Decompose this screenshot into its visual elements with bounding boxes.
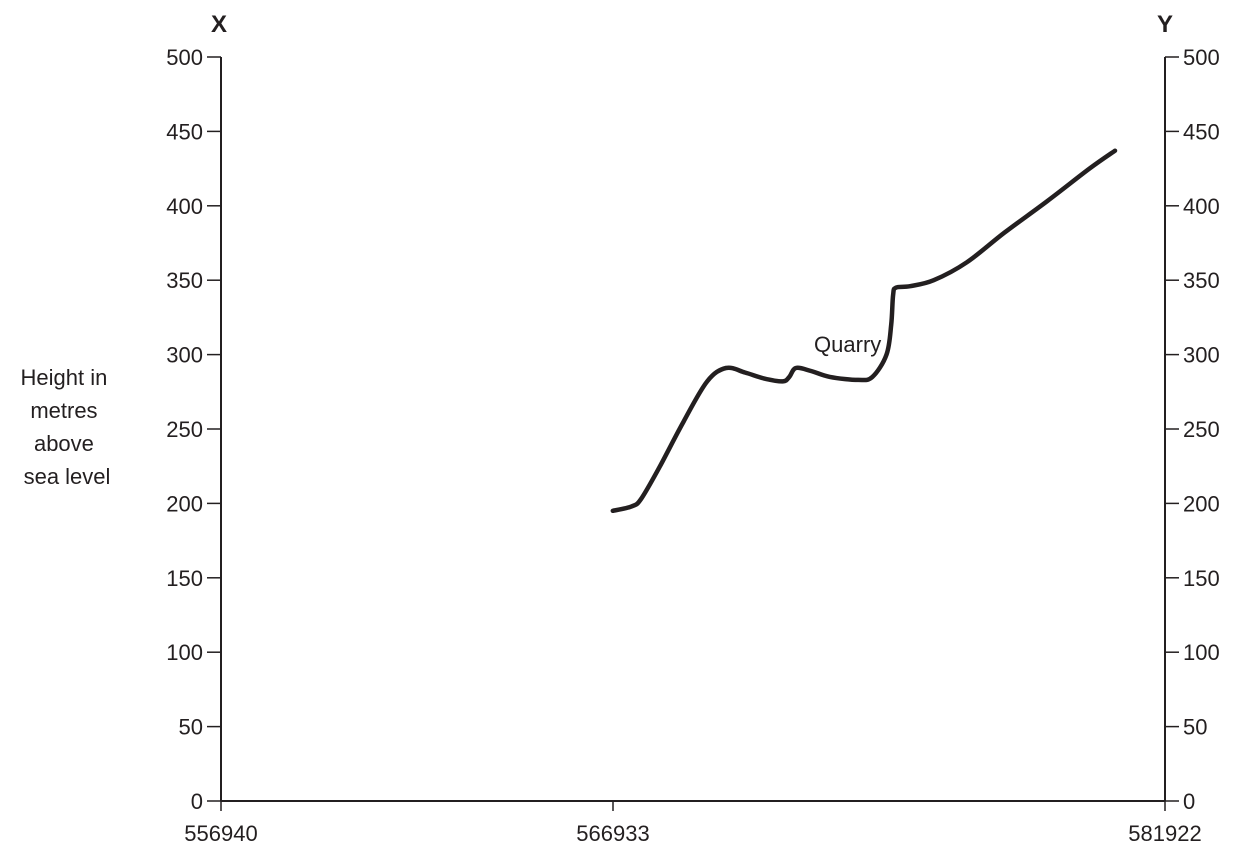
left-y-tick-label: 50	[179, 715, 203, 740]
quarry-annotation: Quarry	[814, 332, 881, 357]
left-y-tick-label: 250	[166, 417, 203, 442]
right-y-tick-label: 300	[1183, 343, 1220, 368]
right-y-tick-label: 400	[1183, 194, 1220, 219]
y-axis-label-line-1: Height in	[21, 365, 108, 390]
elevation-profile-line	[610, 148, 1118, 514]
right-y-tick-label: 250	[1183, 417, 1220, 442]
left-y-tick-label: 300	[166, 343, 203, 368]
y-axis-label-line-2: metres	[30, 398, 97, 423]
right-y-tick-label: 450	[1183, 119, 1220, 144]
left-y-tick-label: 400	[166, 194, 203, 219]
y-axis-label: Height in metres above sea level	[21, 365, 114, 489]
right-end-label: Y	[1157, 11, 1173, 38]
right-y-tick-label: 200	[1183, 491, 1220, 516]
right-y-tick-label: 150	[1183, 566, 1220, 591]
left-end-label: X	[211, 11, 227, 38]
left-y-tick-label: 450	[166, 119, 203, 144]
x-tick-label: 556940	[184, 821, 257, 846]
axes	[220, 57, 1166, 802]
right-y-tick-label: 50	[1183, 715, 1207, 740]
y-axis-label-line-3: above	[34, 431, 94, 456]
left-y-tick-label: 100	[166, 640, 203, 665]
x-tick-label: 581922	[1128, 821, 1201, 846]
left-y-tick-label: 200	[166, 491, 203, 516]
y-axis-label-line-4: sea level	[24, 464, 111, 489]
x-tick-label: 566933	[576, 821, 649, 846]
tick-labels: 0 0 50 50 100 100 150 150 200 200 250 250 300 300 350 3…	[166, 45, 1219, 846]
right-y-tick-label: 350	[1183, 268, 1220, 293]
right-y-tick-label: 500	[1183, 45, 1220, 70]
left-y-tick-label: 150	[166, 566, 203, 591]
right-y-tick-label: 0	[1183, 789, 1195, 814]
right-y-tick-label: 100	[1183, 640, 1220, 665]
left-y-tick-label: 350	[166, 268, 203, 293]
left-y-tick-label: 500	[166, 45, 203, 70]
left-y-tick-label: 0	[191, 789, 203, 814]
tick-marks	[207, 56, 1179, 811]
